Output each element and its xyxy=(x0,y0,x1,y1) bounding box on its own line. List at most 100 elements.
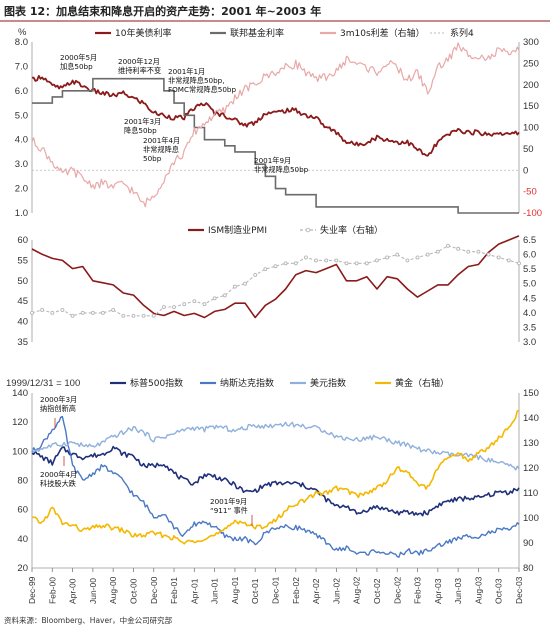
series-line xyxy=(31,445,520,517)
y-tick-label: 80 xyxy=(17,476,28,487)
series-line xyxy=(32,77,519,214)
series-line xyxy=(31,415,520,558)
series-line xyxy=(31,75,520,157)
legend-label: 黄金（右轴） xyxy=(395,377,449,389)
legend-label: 系列4 xyxy=(450,27,474,39)
y-tick-label: 55 xyxy=(17,255,28,266)
figure-title: 图表 12：加息结束和降息开启的资产走势：2001 年~2003 年 xyxy=(4,4,321,18)
series-point xyxy=(466,249,471,254)
y2-tick-label: 90 xyxy=(523,538,534,549)
series-point xyxy=(385,255,390,260)
x-tick-label: Oct-03 xyxy=(494,578,504,604)
series-point xyxy=(344,261,349,266)
x-tick-label: Feb-01 xyxy=(169,577,179,604)
annotation: 2001年9月非常规降息50bp xyxy=(254,156,309,174)
y2-tick-label: 110 xyxy=(523,488,538,499)
annotation: 2000年3月纳指创新高 xyxy=(40,395,77,413)
y2-tick-label: 6.0 xyxy=(523,250,536,261)
y-tick-label: 40 xyxy=(17,317,28,328)
panel-rates: 1.0 2.0 3.0 4.0 5.0 6.0 7.0 8.0 -100 -50 0 50 100 150… xyxy=(15,27,542,219)
x-tick-label: Oct-02 xyxy=(372,578,382,604)
y2-tick-label: 120 xyxy=(523,463,539,474)
legend-label: 联邦基金利率 xyxy=(230,27,284,39)
series-point xyxy=(395,252,400,257)
series-point xyxy=(121,313,126,318)
y2-tick-label: 140 xyxy=(523,413,539,424)
annotation-line: 2001年9月 xyxy=(210,497,247,506)
x-tick-label: Aug-01 xyxy=(230,576,240,604)
series-point xyxy=(222,293,227,298)
y2-tick-label: 5.5 xyxy=(523,264,536,275)
series-line xyxy=(31,235,520,319)
y-tick-label: 1.0 xyxy=(15,208,28,219)
y2-tick-label: 100 xyxy=(523,123,539,134)
x-tick-label: Feb-03 xyxy=(413,577,423,604)
annotation-line: 2001年3月 xyxy=(124,117,161,126)
x-tick-label: Jun-03 xyxy=(453,578,463,604)
annotation: 2001年9月“911” 事件 xyxy=(210,497,248,515)
annotation: 2001年4月非常规降息 50bp xyxy=(143,136,180,163)
series-point xyxy=(375,258,379,263)
series-point xyxy=(324,258,329,263)
annotation-line: 2000年12月 xyxy=(118,57,160,66)
series-point xyxy=(314,258,319,263)
annotation-line: “911” 事件 xyxy=(210,506,248,515)
panel-assets: 20 40 60 80 100 120 140 80 90 100 110 120 130 140 150 1… xyxy=(6,377,539,574)
legend-label: 美元指数 xyxy=(310,377,346,389)
series-point xyxy=(476,249,481,254)
series-point xyxy=(192,299,197,304)
series-point xyxy=(435,249,440,254)
y-tick-label: 140 xyxy=(12,388,28,399)
y-tick-label: 45 xyxy=(17,296,28,307)
series-point xyxy=(60,307,65,312)
series-point xyxy=(517,261,521,266)
y2-tick-label: -50 xyxy=(523,187,537,198)
series-point xyxy=(496,255,501,260)
annotation-line: 科技股大跌 xyxy=(40,479,76,488)
series-point xyxy=(141,313,146,318)
series-point xyxy=(486,252,491,257)
y2-tick-label: 300 xyxy=(523,37,539,48)
legend-label: 纳斯达克指数 xyxy=(220,377,274,389)
legend-label: 标普500指数 xyxy=(130,377,183,389)
annotation-line: 降息50bp xyxy=(124,126,157,135)
series-point xyxy=(446,243,450,248)
x-tick-label: Dec-03 xyxy=(514,576,524,604)
annotation: 2001年3月降息50bp xyxy=(124,117,161,135)
y2-tick-label: 150 xyxy=(523,101,539,112)
y2-tick-label: 3.5 xyxy=(523,322,536,333)
y2-tick-label: 250 xyxy=(523,58,539,69)
series-point xyxy=(151,313,156,318)
y2-tick-label: 50 xyxy=(523,144,534,155)
annotation: 2001年1月非常规降息50bp, FOMC常规降息50bp xyxy=(168,67,236,94)
panel-macro: 35 40 45 50 55 60 3.0 3.5 4.0 4.5 5.0 5.5 6.0 6.5 ISM制… xyxy=(17,224,536,348)
y-tick-label: 8.0 xyxy=(15,37,28,48)
y-tick-label: 100 xyxy=(12,446,28,457)
series-point xyxy=(182,302,187,307)
x-tick-label: Aug-00 xyxy=(108,576,118,604)
series-point xyxy=(101,310,105,315)
y-tick-label: 4.0 xyxy=(15,135,28,146)
annotation: 2000年5月加息50bp xyxy=(60,53,97,71)
legend-marker xyxy=(305,227,311,233)
legend-label: 失业率（右轴） xyxy=(320,224,383,236)
y2-tick-label: -100 xyxy=(523,208,542,219)
x-axis: Dec-99 Feb-00 Apr-00 Jun-00 Aug-00 Oct-00 Dec-… xyxy=(27,567,524,604)
series-point xyxy=(202,302,207,307)
y2-tick-label: 150 xyxy=(523,388,539,399)
annotation-line: 维持利率不变 xyxy=(118,66,161,75)
series-point xyxy=(70,313,75,318)
annotation: 2000年4月科技股大跌 xyxy=(40,470,77,488)
series-line xyxy=(31,421,520,471)
y-unit-label: % xyxy=(18,27,27,38)
y-tick-label: 7.0 xyxy=(15,61,28,72)
series-point xyxy=(456,246,461,251)
x-tick-label: Apr-00 xyxy=(68,578,78,604)
x-tick-label: Apr-02 xyxy=(311,578,321,604)
x-tick-label: Dec-00 xyxy=(149,576,159,604)
annotation-line: 非常规降息50bp, xyxy=(168,76,225,85)
series-point xyxy=(364,261,369,266)
annotation-line: 加息50bp xyxy=(60,62,93,71)
y2-tick-label: 0 xyxy=(523,165,528,176)
annotation-line: 2001年1月 xyxy=(168,67,205,76)
